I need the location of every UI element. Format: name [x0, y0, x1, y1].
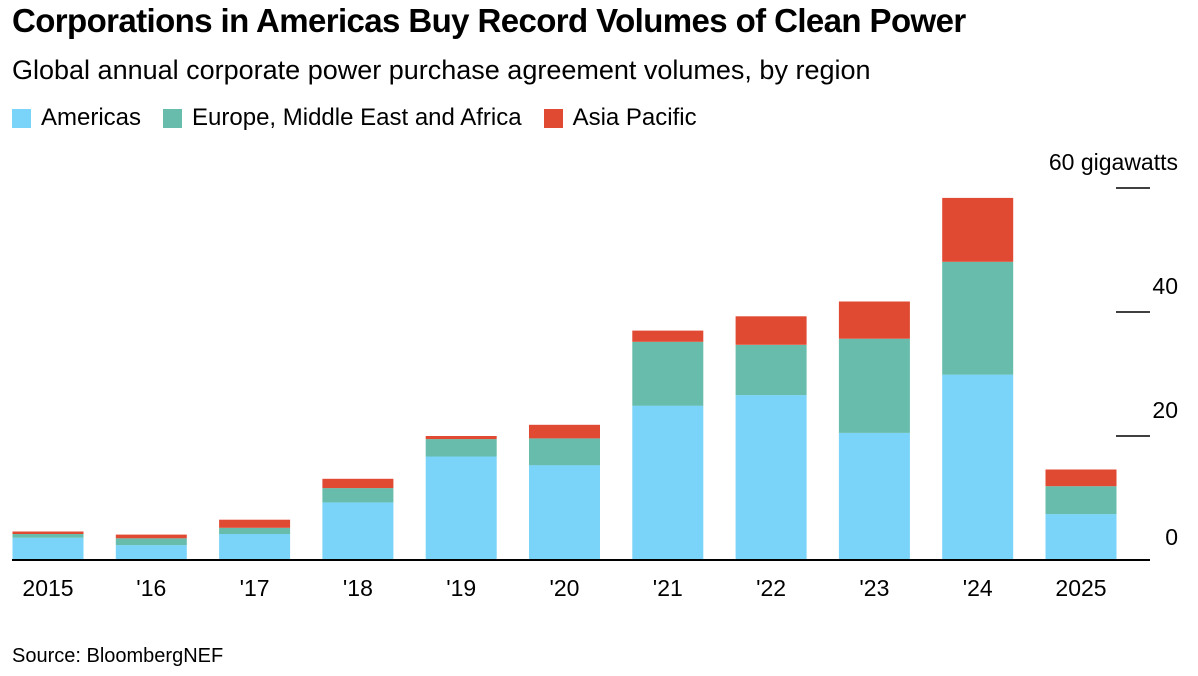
legend-label-americas: Americas: [41, 104, 142, 131]
legend-item-asia-pacific: Asia Pacific: [543, 104, 697, 132]
bar-americas-21: [632, 405, 704, 560]
bar-asia-pacific-17: [219, 519, 291, 528]
bar-americas-2015: [12, 537, 84, 560]
bar-asia-pacific-23: [838, 301, 910, 339]
y-tick-label-20: 20: [1152, 397, 1178, 423]
bar-europe-middle-east-and-africa-22: [735, 344, 807, 396]
x-tick-label-21: '21: [653, 575, 683, 601]
legend-swatch-emea: [163, 108, 183, 128]
bar-americas-18: [322, 502, 394, 560]
bar-asia-pacific-2025: [1045, 469, 1117, 487]
bar-europe-middle-east-and-africa-20: [529, 438, 600, 466]
x-tick-label-16: '16: [136, 575, 166, 601]
legend-label-asia-pacific: Asia Pacific: [572, 104, 697, 131]
legend-swatch-americas: [12, 108, 31, 128]
x-tick-label-22: '22: [756, 575, 786, 601]
bar-asia-pacific-19: [425, 436, 497, 440]
bar-americas-2025: [1045, 514, 1117, 560]
source-note: Source: BloombergNEF: [12, 645, 224, 667]
chart-subtitle: Global annual corporate power purchase a…: [12, 55, 871, 85]
legend-item-emea: Europe, Middle East and Africa: [163, 104, 522, 132]
bar-europe-middle-east-and-africa-17: [219, 527, 291, 534]
x-tick-label-24: '24: [963, 575, 993, 601]
bar-asia-pacific-22: [735, 316, 807, 345]
legend-label-emea: Europe, Middle East and Africa: [192, 104, 522, 131]
bar-europe-middle-east-and-africa-21: [632, 341, 704, 406]
x-tick-label-23: '23: [859, 575, 889, 601]
bar-europe-middle-east-and-africa-23: [838, 338, 910, 433]
chart-title: Corporations in Americas Buy Record Volu…: [12, 2, 966, 39]
y-tick-label-60: 60 gigawatts: [1049, 149, 1178, 175]
legend-swatch-asia-pacific: [543, 108, 563, 128]
bar-americas-23: [838, 432, 910, 560]
bar-asia-pacific-20: [529, 424, 600, 439]
x-tick-label-20: '20: [550, 575, 580, 601]
x-tick-label-2015: 2015: [22, 575, 73, 601]
bar-asia-pacific-18: [322, 478, 394, 489]
legend-item-americas: Americas: [12, 104, 141, 132]
bar-europe-middle-east-and-africa-16: [115, 538, 187, 546]
x-tick-label-2025: 2025: [1055, 575, 1106, 601]
y-tick-label-40: 40: [1152, 273, 1178, 299]
bar-europe-middle-east-and-africa-18: [322, 488, 394, 503]
bar-europe-middle-east-and-africa-2015: [12, 534, 84, 538]
bar-europe-middle-east-and-africa-19: [425, 439, 497, 457]
bar-americas-20: [529, 465, 600, 560]
bar-americas-16: [115, 545, 187, 560]
chart-legend: Americas Europe, Middle East and Africa …: [12, 101, 719, 135]
bar-americas-24: [942, 374, 1014, 560]
x-tick-label-17: '17: [240, 575, 270, 601]
bar-asia-pacific-21: [632, 330, 704, 342]
bar-asia-pacific-2015: [12, 531, 84, 534]
bar-americas-17: [219, 534, 291, 560]
x-tick-label-18: '18: [343, 575, 373, 601]
x-tick-label-19: '19: [446, 575, 476, 601]
bar-asia-pacific-16: [115, 534, 187, 539]
bar-europe-middle-east-and-africa-2025: [1045, 486, 1117, 515]
bar-asia-pacific-24: [942, 197, 1014, 262]
bar-americas-19: [425, 456, 497, 560]
bar-europe-middle-east-and-africa-24: [942, 261, 1014, 375]
y-tick-label-0: 0: [1165, 524, 1178, 550]
bar-americas-22: [735, 395, 807, 560]
